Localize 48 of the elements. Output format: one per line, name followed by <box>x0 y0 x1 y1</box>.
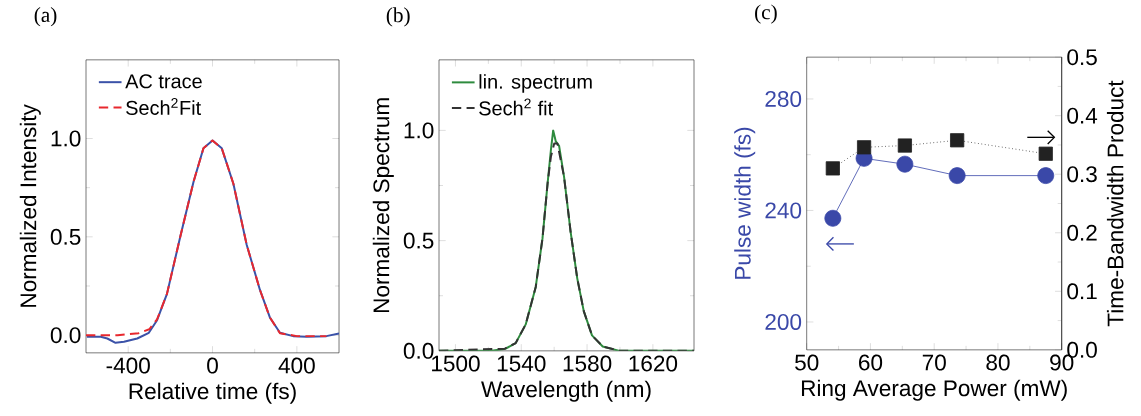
y-tick-label: 1.0 <box>404 122 434 139</box>
point <box>1038 146 1053 161</box>
y-tick-label: 200 <box>765 314 802 331</box>
point <box>897 138 912 153</box>
legend-label: lin. spectrum <box>479 74 592 93</box>
x-tick-label: 1540 <box>497 355 546 372</box>
x-tick-label: -400 <box>106 357 150 374</box>
x-axis-title: Ring Average Power (mW) <box>801 379 1067 401</box>
x-tick-label: 70 <box>922 354 946 371</box>
y2-axis-title: Time-Bandwidth Product <box>1106 80 1124 327</box>
point <box>825 161 840 176</box>
legend-label: AC trace <box>125 74 202 89</box>
chart-title: (a) <box>34 7 57 27</box>
y2-tick-label: 0.4 <box>1067 107 1098 124</box>
point <box>857 140 872 155</box>
y2-tick-label: 0.1 <box>1067 283 1097 300</box>
y2-tick-label: 0.3 <box>1067 166 1097 183</box>
y-tick-label: 0.0 <box>50 327 81 344</box>
point <box>948 167 966 185</box>
y2-tick-label: 0.5 <box>1067 49 1097 66</box>
y-tick-label: 0.0 <box>403 342 434 359</box>
y-tick-label: 0.5 <box>50 228 81 245</box>
y-axis-title: Pulse width (fs) <box>734 127 756 279</box>
x-tick-label: 80 <box>986 354 1010 371</box>
x-tick-label: 1500 <box>432 355 480 372</box>
y-tick-label: 0.5 <box>403 232 434 249</box>
x-axis-title: Relative time (fs) <box>129 382 296 404</box>
y-tick-label: 240 <box>765 202 802 219</box>
x-tick-label: 50 <box>795 354 819 371</box>
point <box>824 209 842 227</box>
x-tick-label: 1620 <box>629 355 678 372</box>
x-tick-label: 60 <box>859 354 883 371</box>
chart-title: (c) <box>755 4 777 24</box>
point <box>1037 167 1055 185</box>
x-tick-label: 0 <box>207 357 218 374</box>
x-tick-label: 400 <box>278 357 315 374</box>
x-axis-title: Wavelength (nm) <box>481 380 651 402</box>
legend-label: Sech$^{2}$ fit <box>479 98 553 116</box>
point <box>950 133 965 148</box>
y-axis-title: Normalized Spectrum <box>372 98 394 313</box>
y-tick-label: 1.0 <box>51 130 81 147</box>
chart-title: (b) <box>386 7 410 27</box>
legend-label: Sech$^{2}$Fit <box>126 98 202 116</box>
y-axis-title: Normalized Intensity <box>19 104 41 307</box>
x-tick-label: 1580 <box>563 355 612 372</box>
y-tick-label: 280 <box>765 91 802 108</box>
y2-tick-label: 0.2 <box>1067 224 1097 241</box>
point <box>896 155 914 173</box>
